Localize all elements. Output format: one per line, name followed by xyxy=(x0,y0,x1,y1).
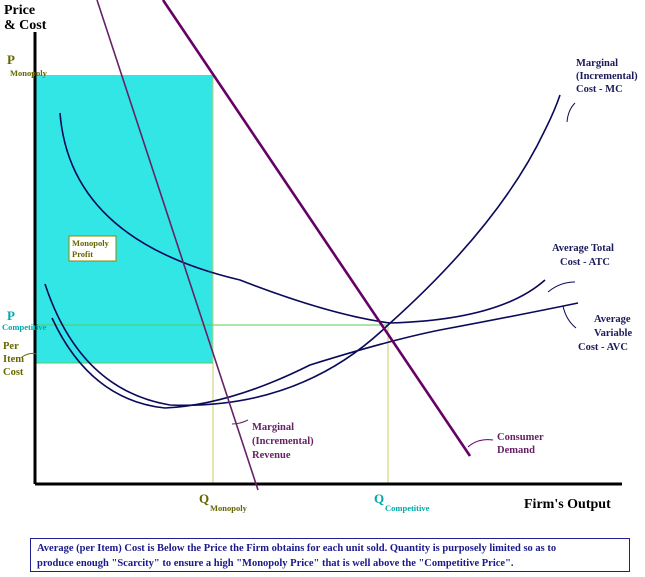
mr-label-line2: (Incremental) xyxy=(252,436,314,447)
q-monopoly-label: Q xyxy=(199,491,209,506)
avc-pointer xyxy=(562,305,577,329)
mc-label-line1: Marginal xyxy=(576,58,618,69)
per-item-cost-line3: Cost xyxy=(3,367,24,378)
atc-pointer xyxy=(547,281,576,293)
p-monopoly-subscript: Monopoly xyxy=(10,68,48,78)
y-axis-title-line2: & Cost xyxy=(4,18,47,33)
mc-label-line2: (Incremental) xyxy=(576,71,638,82)
demand-label-line1: Consumer xyxy=(497,432,544,443)
mr-label-line1: Marginal xyxy=(252,422,294,433)
atc-label-line1: Average Total xyxy=(552,243,614,254)
q-competitive-label: Q xyxy=(374,491,384,506)
mr-label-line3: Revenue xyxy=(252,450,291,461)
avc-label-line1: Average xyxy=(594,314,631,325)
avc-label-line2: Variable xyxy=(594,328,632,339)
demand-pointer xyxy=(467,439,494,448)
caption-line2: produce enough "Scarcity" to ensure a hi… xyxy=(37,558,514,569)
p-competitive-subscript: Competitive xyxy=(2,322,47,332)
x-axis-title: Firm's Output xyxy=(524,497,611,512)
avc-curve xyxy=(51,302,579,409)
caption-line1: Average (per Item) Cost is Below the Pri… xyxy=(37,543,557,554)
mc-curve xyxy=(44,94,561,407)
monopoly-profit-area xyxy=(35,75,213,363)
p-monopoly-label: P xyxy=(7,52,15,67)
per-item-cost-line2: Item xyxy=(3,354,24,365)
q-competitive-subscript: Competitive xyxy=(385,503,430,513)
y-axis-title-line1: Price xyxy=(4,3,35,18)
mr-curve xyxy=(96,0,259,491)
demand-label-line2: Demand xyxy=(497,445,535,456)
per-item-cost-line1: Per xyxy=(3,341,19,352)
p-competitive-label: P xyxy=(7,308,15,323)
monopoly-profit-line1: Monopoly xyxy=(72,238,110,248)
monopoly-profit-label-box xyxy=(68,235,117,262)
avc-label-line3: Cost - AVC xyxy=(578,342,628,353)
atc-label-line2: Cost - ATC xyxy=(560,257,610,268)
q-monopoly-subscript: Monopoly xyxy=(210,503,248,513)
mr-pointer xyxy=(231,419,249,425)
monopoly-profit-line2: Profit xyxy=(72,249,93,259)
caption-box: Average (per Item) Cost is Below the Pri… xyxy=(30,538,630,572)
demand-curve xyxy=(161,0,472,457)
per-item-pointer xyxy=(21,352,37,358)
atc-curve xyxy=(59,112,546,324)
mc-label-line3: Cost - MC xyxy=(576,84,623,95)
mc-pointer xyxy=(566,102,576,123)
